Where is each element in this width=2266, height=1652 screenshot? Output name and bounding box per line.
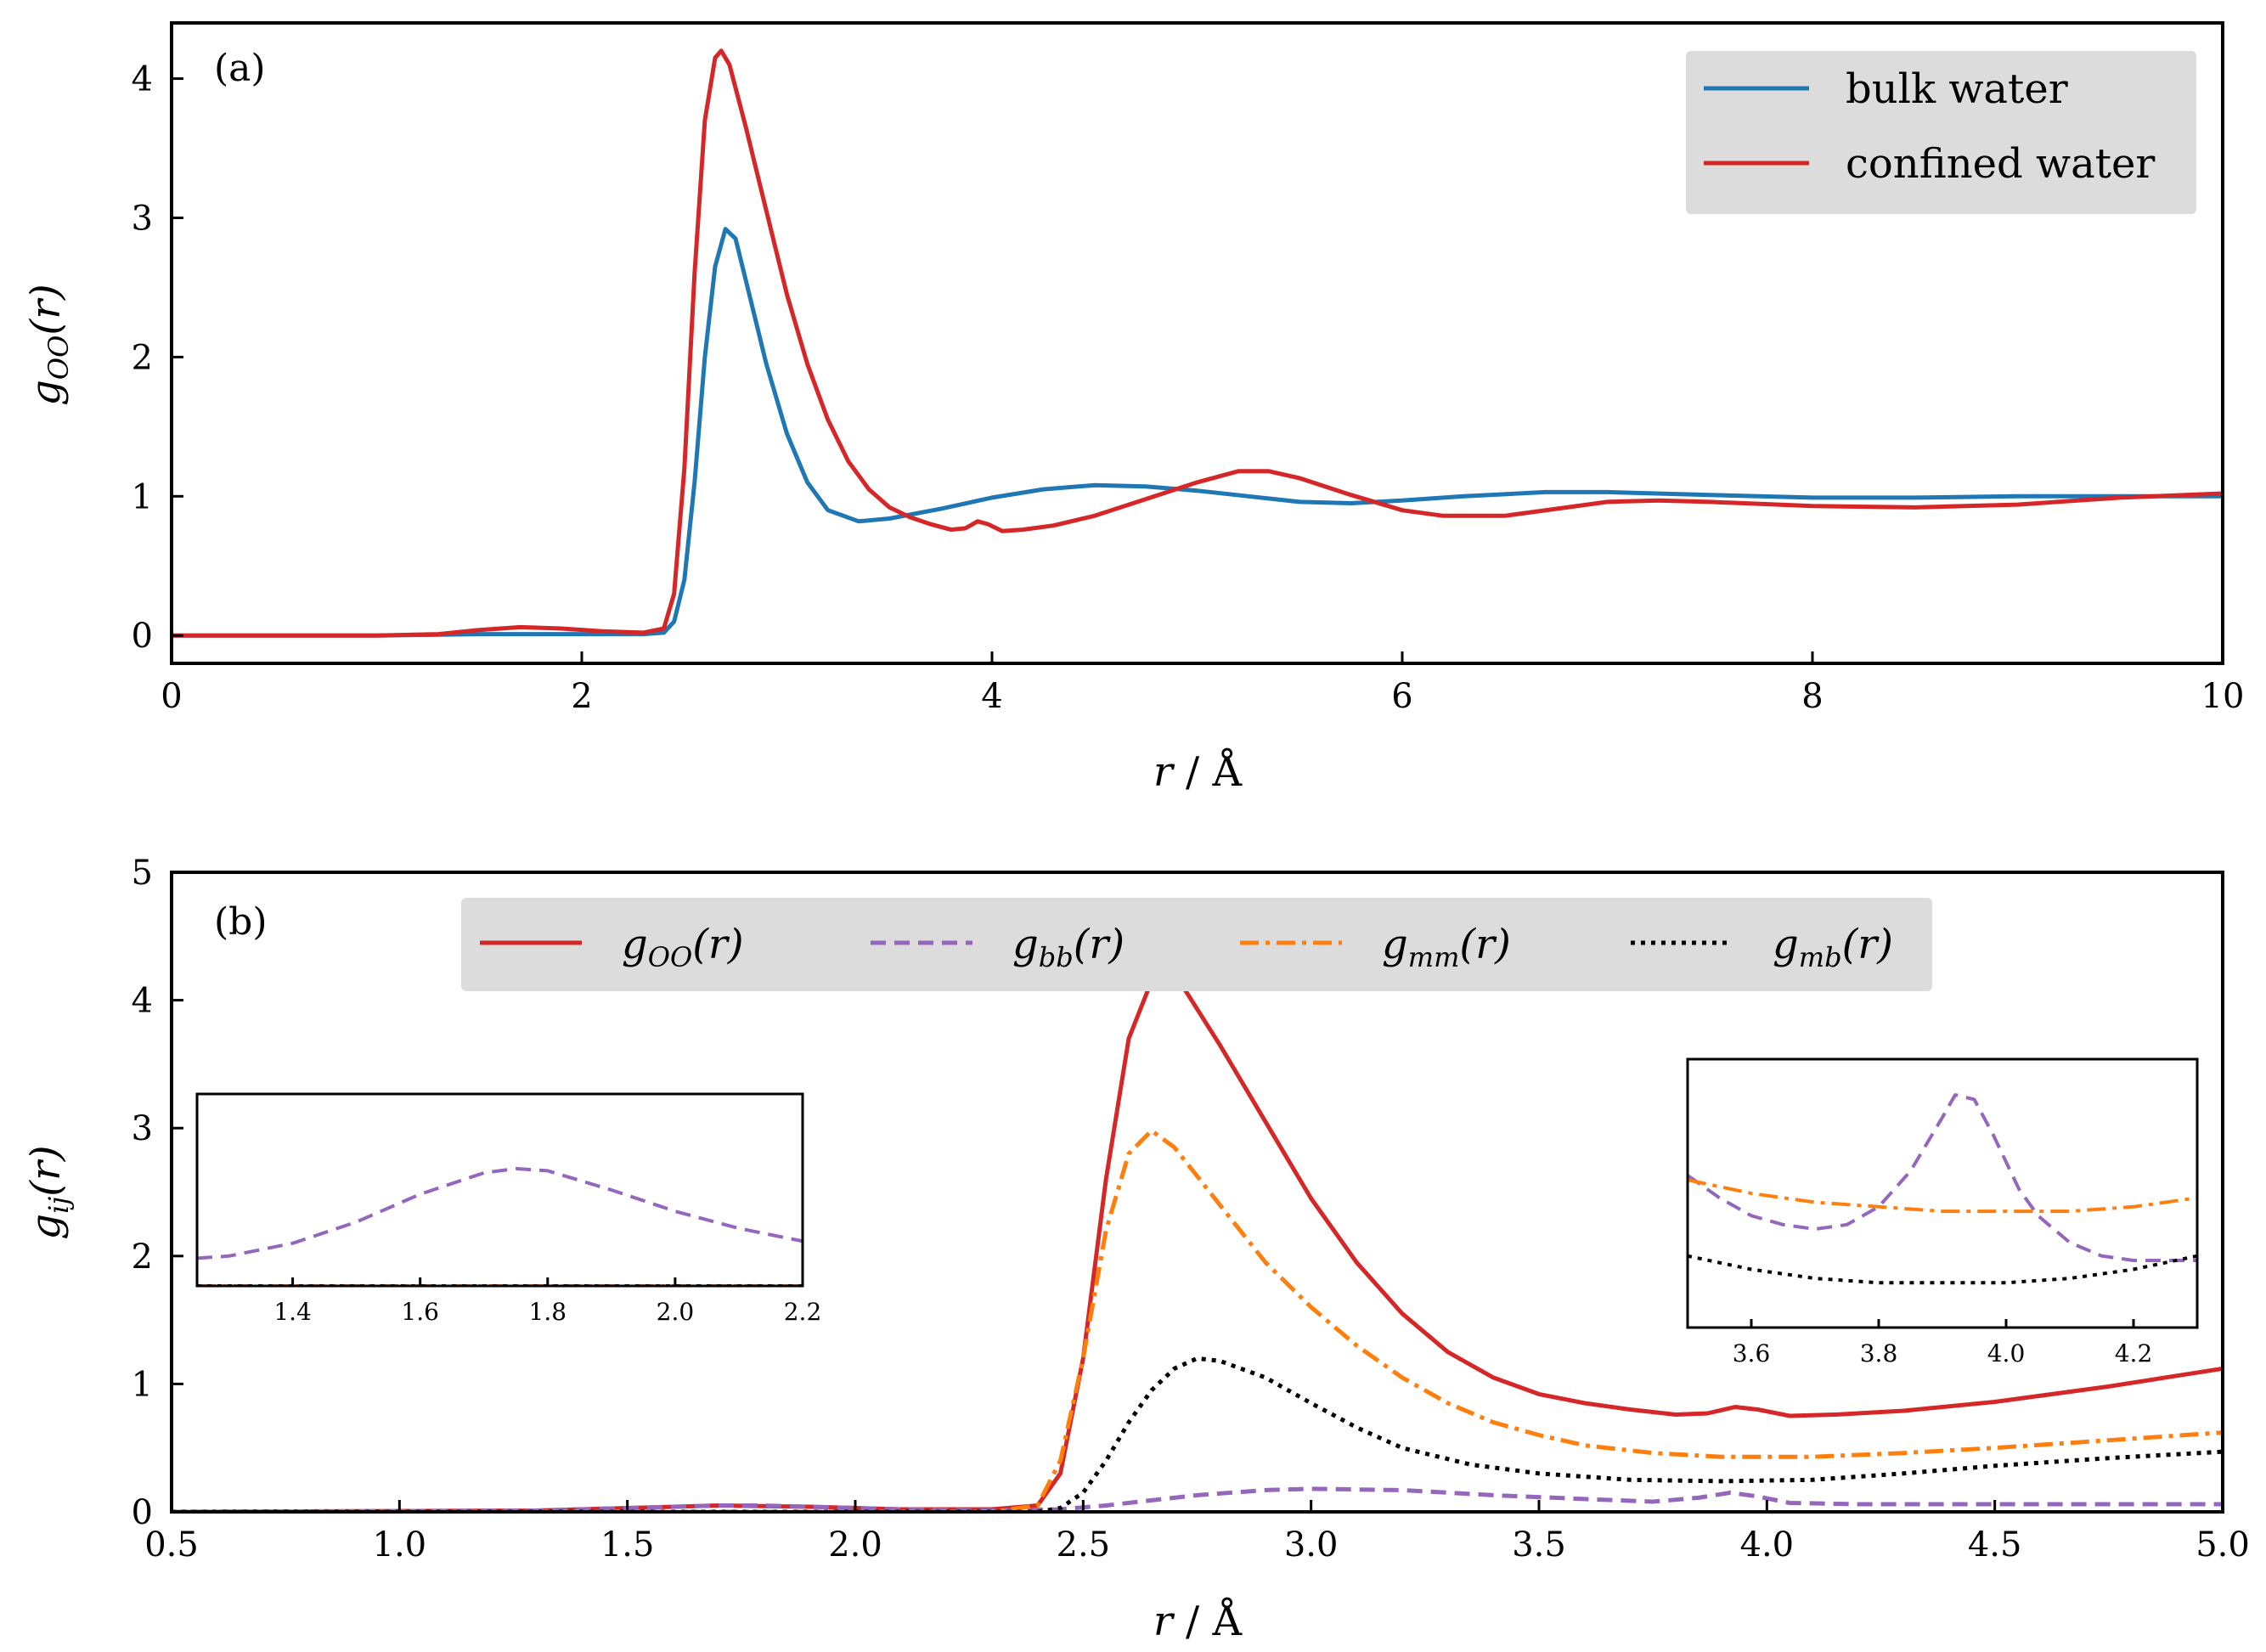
inset-right-x-tick-label: 4.2	[2115, 1339, 2153, 1367]
panel-b: 0.5 1.0 1.5 2.0 2.5 3.0 3.5 4.0 4.5 5.0 0 1 2 3 4 5 (b)…	[22, 854, 2250, 1645]
legend-bulk-water-label: bulk water	[1846, 65, 2068, 113]
legend-confined-water-label: confined water	[1846, 140, 2155, 188]
b-x-tick-label: 4.0	[1740, 1525, 1795, 1565]
b-y-tick-label: 0	[132, 1493, 153, 1532]
inset-left-x-tick-label: 1.8	[529, 1298, 567, 1326]
inset-left-x-tick-label: 2.2	[784, 1298, 822, 1326]
panel-a-legend: bulk water confined water	[1686, 51, 2196, 214]
b-x-tick-label: 3.0	[1284, 1525, 1339, 1565]
panel-b-legend: gOO(r) gbb(r) gmm(r) gmb(r)	[461, 898, 1932, 991]
inset-left-ticks: 1.4 1.6 1.8 2.0 2.2	[273, 1277, 821, 1326]
panel-a-ticks: 0 2 4 6 8 10 0 1 2 3 4	[132, 60, 2245, 716]
inset-left-background	[197, 1094, 803, 1286]
a-y-tick-label: 4	[132, 60, 153, 99]
inset-right-series-g-mm-r	[1688, 1178, 2197, 1214]
inset-left-series	[197, 1166, 803, 1286]
panel-b-tag: (b)	[214, 900, 268, 944]
b-y-tick-label: 5	[132, 854, 153, 893]
b-x-tick-label: 2.0	[828, 1525, 882, 1565]
inset-right-x-tick-label: 3.6	[1733, 1339, 1771, 1367]
inset-right-ticks: 3.6 3.8 4.0 4.2	[1733, 1319, 2153, 1367]
b-y-tick-label: 4	[132, 982, 153, 1021]
legend-gbb-label: gbb(r)	[1012, 921, 1125, 973]
b-y-tick-label: 1	[132, 1365, 153, 1404]
b-y-tick-label: 2	[132, 1238, 153, 1277]
inset-right-x-tick-label: 4.0	[1987, 1339, 2026, 1367]
inset-right-series-g-mb-r	[1688, 1254, 2197, 1285]
a-x-tick-label: 10	[2201, 677, 2245, 716]
panel-a-frame	[170, 21, 2224, 665]
a-y-tick-label: 0	[132, 617, 153, 656]
a-y-tick-label: 1	[132, 477, 153, 516]
inset-left-x-tick-label: 1.4	[273, 1298, 312, 1326]
b-y-tick-label: 3	[132, 1109, 153, 1148]
panel-b-ticks: 0.5 1.0 1.5 2.0 2.5 3.0 3.5 4.0 4.5 5.0 0 1 2 3 4 5	[132, 854, 2250, 1565]
a-x-tick-label: 4	[981, 677, 1002, 716]
b-x-tick-label: 5.0	[2196, 1525, 2250, 1565]
b-series-g-mb-r	[172, 1356, 2223, 1512]
b-x-tick-label: 4.5	[1968, 1525, 2022, 1565]
panel-b-series	[172, 973, 2223, 1512]
b-x-tick-label: 1.5	[600, 1525, 655, 1565]
b-series-g-mm-r	[172, 1128, 2223, 1512]
inset-left-frame	[195, 1092, 804, 1288]
panel-a-x-axis-label: r / Å	[1153, 747, 1243, 796]
a-x-tick-label: 2	[571, 677, 592, 716]
panel-b-x-axis-label: r / Å	[1153, 1597, 1243, 1645]
panel-a-legend-box	[1686, 51, 2196, 214]
b-x-tick-label: 3.5	[1512, 1525, 1566, 1565]
inset-left-x-tick-label: 1.6	[401, 1298, 439, 1326]
a-y-tick-label: 3	[132, 199, 153, 238]
a-series-bulk-water	[172, 227, 2223, 638]
a-y-tick-label: 2	[132, 338, 153, 377]
panel-a-y-axis-label: gOO(r)	[22, 284, 75, 406]
panel-a-tag: (a)	[214, 47, 266, 90]
inset-right-background	[1688, 1059, 2197, 1328]
inset-left-x-tick-label: 2.0	[657, 1298, 695, 1326]
panel-b-frame	[170, 871, 2224, 1514]
inset-right-x-tick-label: 3.8	[1860, 1339, 1898, 1367]
inset-left: 1.4 1.6 1.8 2.0 2.2	[195, 1092, 821, 1326]
inset-right-frame	[1686, 1057, 2199, 1329]
a-x-tick-label: 6	[1391, 677, 1412, 716]
b-x-tick-label: 0.5	[144, 1525, 199, 1565]
inset-right-series-g-bb-r	[1688, 1093, 2197, 1262]
legend-gmm-label: gmm(r)	[1382, 921, 1511, 973]
panel-a: 0 2 4 6 8 10 0 1 2 3 4 (a) bulk water confined wat…	[22, 21, 2245, 796]
b-x-tick-label: 2.5	[1057, 1525, 1111, 1565]
legend-goo-label: gOO(r)	[622, 921, 744, 973]
inset-right-series	[1688, 1093, 2197, 1285]
b-x-tick-label: 1.0	[373, 1525, 427, 1565]
inset-right: 3.6 3.8 4.0 4.2	[1686, 1057, 2199, 1367]
a-x-tick-label: 8	[1801, 677, 1823, 716]
b-series-g-bb-r	[172, 1486, 2223, 1512]
legend-gmb-label: gmb(r)	[1773, 921, 1893, 973]
panel-a-series	[172, 48, 2223, 638]
panel-b-y-axis-label: gij(r)	[22, 1145, 75, 1239]
panel-b-legend-box	[461, 898, 1932, 991]
a-x-tick-label: 0	[161, 677, 182, 716]
inset-left-series-g-bb-r	[197, 1166, 803, 1260]
a-series-confined-water	[172, 48, 2223, 638]
